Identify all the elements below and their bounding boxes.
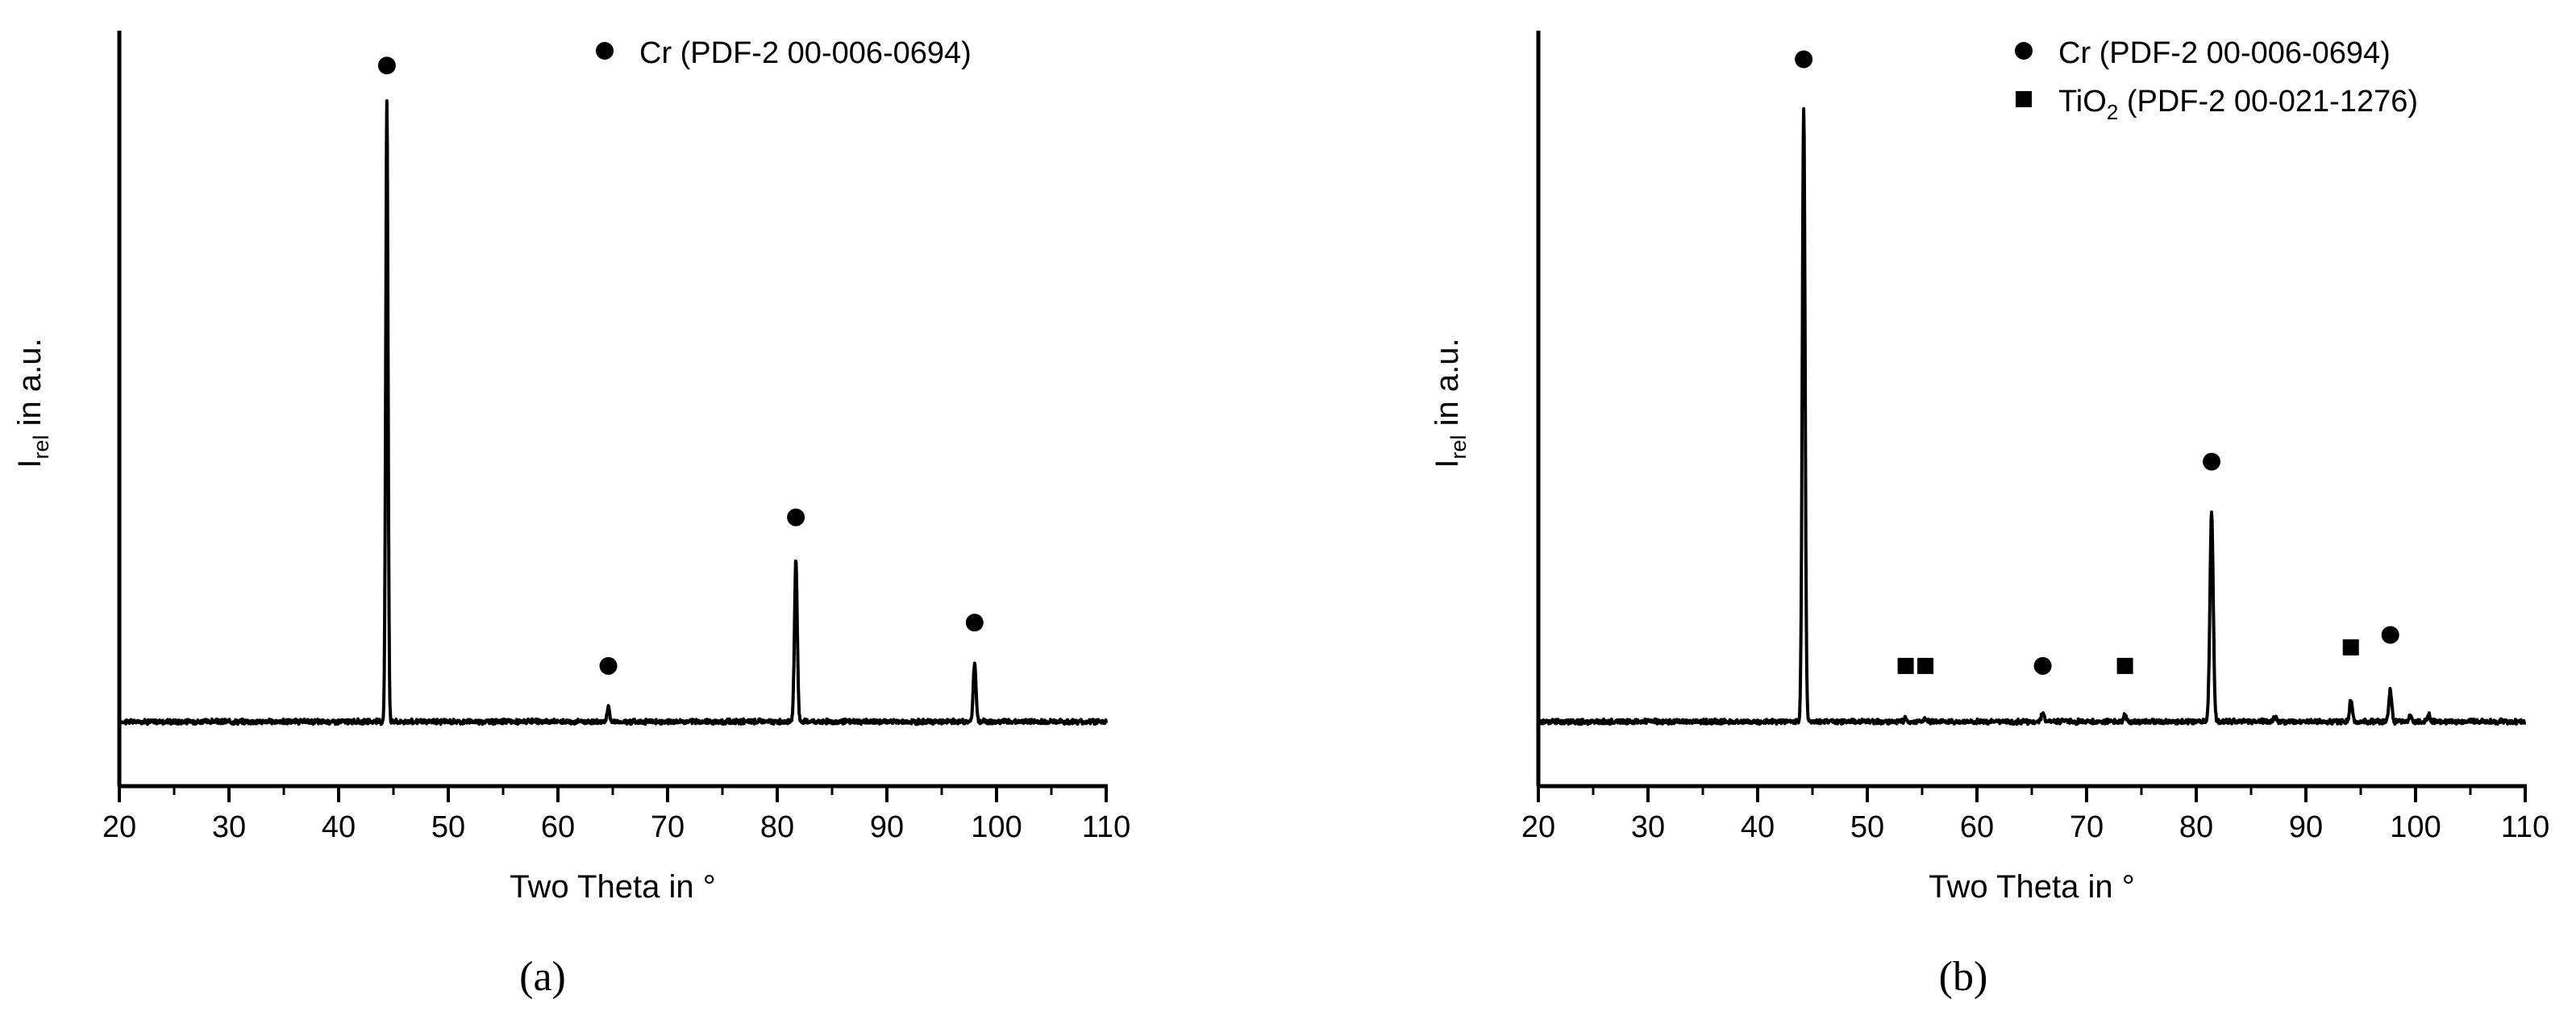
panel-b-tio2-peak-marker <box>2342 639 2359 656</box>
panel-b-cr-peak-marker <box>2033 656 2052 675</box>
panel-b-chart: (b) 20 30 40 50 60 70 80 90 100 110 Two Theta in °… <box>1429 31 2549 1000</box>
panel-b-x-tick-label: 30 <box>1631 810 1665 844</box>
panel-a-cr-peak-marker <box>377 56 396 75</box>
panel-b-legend-entry: TiO2 (PDF-2 00-021-1276) <box>2058 85 2418 124</box>
panel-b-y-axis-label: Irel in a.u. <box>1429 338 1471 468</box>
panel-b-x-tick-label: 110 <box>2501 810 2550 844</box>
panel-b-tio2-peak-marker <box>1917 657 1934 674</box>
panel-a-cr-peak-marker <box>965 614 984 632</box>
panel-a-x-tick-label: 80 <box>760 810 794 844</box>
panel-b-tio2-peak-marker <box>2116 657 2133 674</box>
panel-a-x-axis-label: Two Theta in ° <box>510 869 715 905</box>
panel-a-diffraction-pattern-line <box>118 99 1108 726</box>
panel-b-x-axis-label: Two Theta in ° <box>1929 869 2134 905</box>
panel-b-cr-peak-marker <box>1795 50 1813 69</box>
panel-b-label: (b) <box>1939 954 1988 1000</box>
panel-b-x-tick-label: 80 <box>2179 810 2213 844</box>
panel-b-x-tick-label: 60 <box>1960 810 1994 844</box>
panel-a-x-tick-label: 50 <box>431 810 465 844</box>
panel-b-x-tick-label: 40 <box>1741 810 1775 844</box>
panel-a-x-tick-label: 20 <box>102 810 136 844</box>
panel-a-x-tick-label: 40 <box>322 810 356 844</box>
panel-a-cr-peak-marker <box>787 508 805 527</box>
panel-a-legend-circle-icon <box>596 42 614 60</box>
panel-a-x-tick-label: 60 <box>541 810 575 844</box>
panel-b-cr-peak-marker <box>2381 626 2399 644</box>
panel-a-y-axis-label: Irel in a.u. <box>12 338 53 468</box>
panel-a-x-tick-label: 90 <box>870 810 904 844</box>
panel-b-x-tick-label: 50 <box>1850 810 1884 844</box>
panel-b-x-tick-label: 70 <box>2070 810 2104 844</box>
panel-b-legend-entry: Cr (PDF-2 00-006-0694) <box>2058 36 2391 70</box>
panel-b-tio2-peak-marker <box>1897 657 1914 674</box>
panel-a-x-tick-label: 30 <box>212 810 246 844</box>
panel-a-x-tick-label: 110 <box>1082 810 1131 844</box>
panel-b-x-tick-label: 100 <box>2390 810 2441 844</box>
panel-a-x-tick-label: 70 <box>651 810 685 844</box>
panel-a-cr-peak-marker <box>599 656 618 675</box>
panel-a-chart: (a) 20 30 40 50 60 70 80 90 100 110 Two Theta in °… <box>12 31 1130 1000</box>
panel-b-diffraction-pattern-line <box>1537 106 2527 726</box>
panel-b-x-tick-label: 20 <box>1521 810 1555 844</box>
panel-b-x-tick-label: 90 <box>2289 810 2323 844</box>
panel-a-legend-entry: Cr (PDF-2 00-006-0694) <box>639 36 972 70</box>
panel-b-legend-circle-icon <box>2015 42 2033 60</box>
panel-a-label: (a) <box>519 954 566 1000</box>
panel-b-legend-square-icon <box>2016 91 2032 107</box>
panel-a-x-tick-label: 100 <box>971 810 1022 844</box>
panel-b-cr-peak-marker <box>2203 452 2221 471</box>
